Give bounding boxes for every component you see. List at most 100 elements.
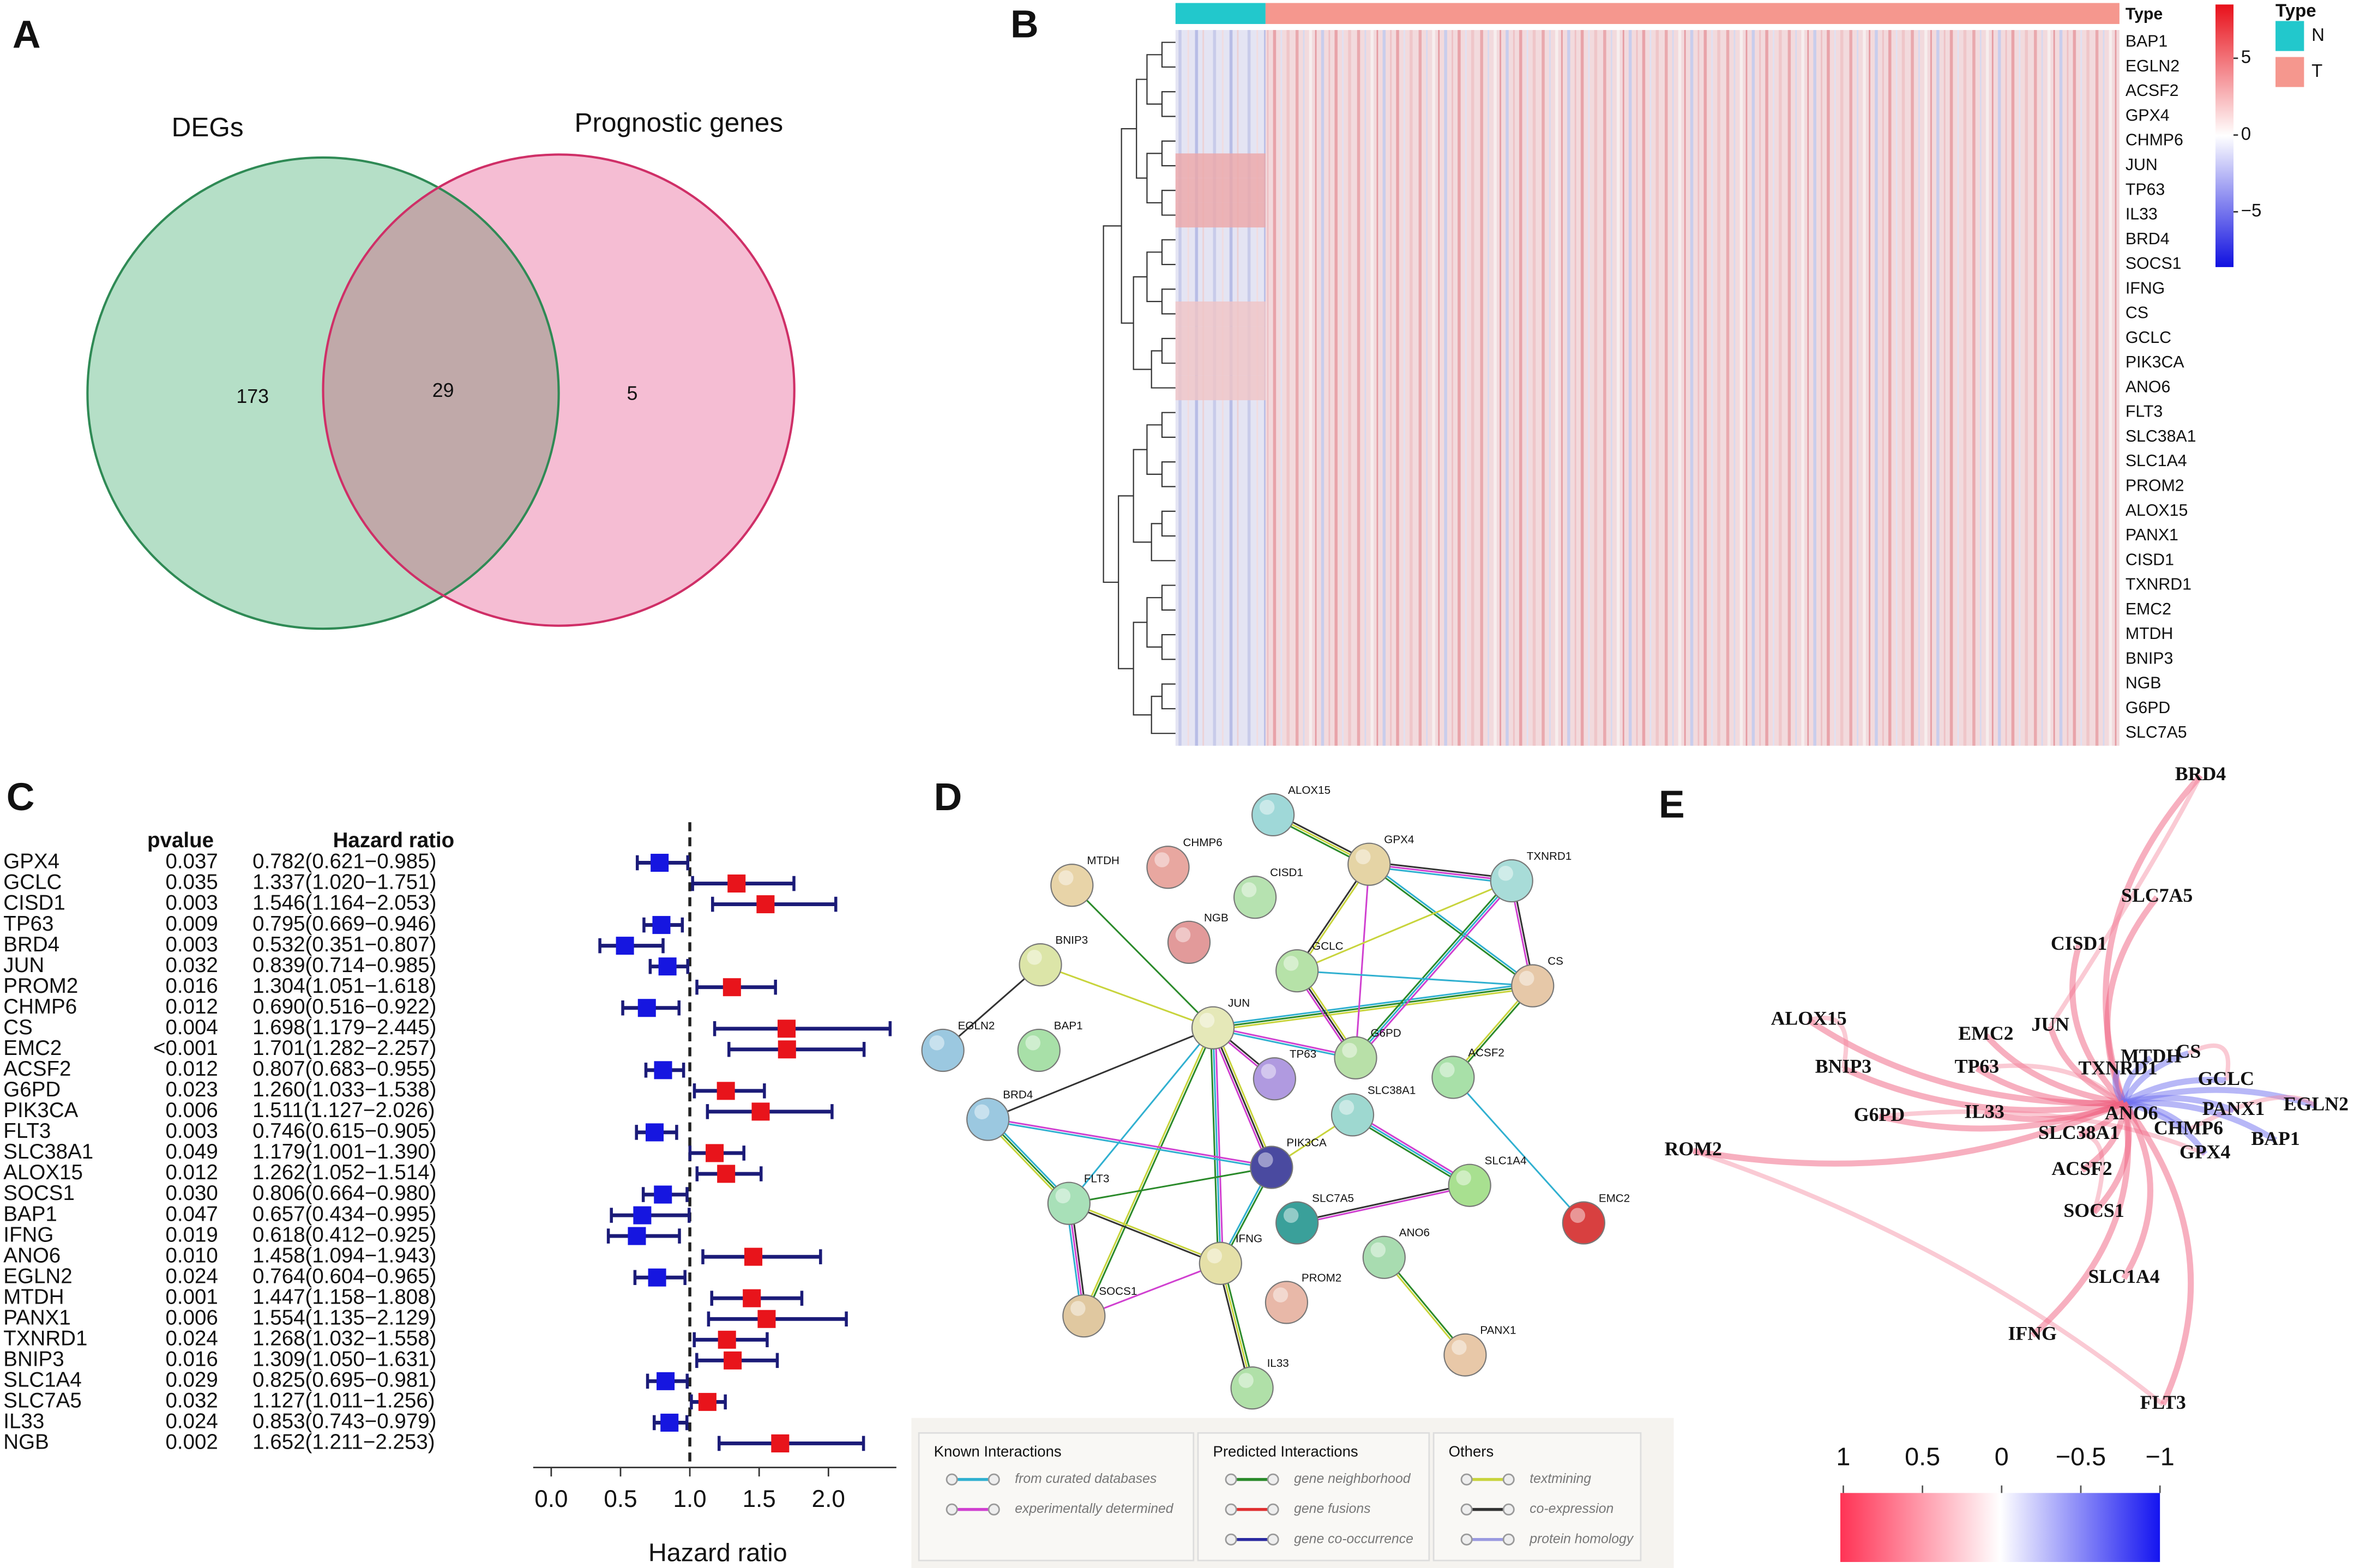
hr-label: 0.806(0.664−0.980) [252,1181,436,1205]
correlation-edge [1975,1065,2124,1107]
gene-label: ANO6 [2105,1102,2158,1124]
hr-label: 0.839(0.714−0.985) [252,954,436,977]
gene-label: JUN [2031,1014,2069,1035]
row-label: SLC38A1 [2126,427,2196,445]
pvalue: 0.019 [165,1223,218,1246]
row-label: PANX1 [2126,526,2178,544]
node-label: BAP1 [1054,1020,1083,1032]
interaction [1068,1203,1221,1265]
gene-label: CS [2176,1040,2201,1062]
dendrogram [1161,190,1176,216]
node-label: MTDH [1087,854,1119,867]
row-label: SLC1A4 [2126,452,2187,470]
interaction [1213,1026,1356,1058]
legend-swatch [2275,21,2304,51]
pvalue: 0.035 [165,871,218,894]
dendrogram [1161,41,1176,68]
gene-label: IFNG [2008,1323,2057,1344]
hr-label: 1.260(1.033−1.538) [252,1078,436,1101]
row-label: MTDH [2126,625,2173,643]
pvalue: 0.024 [165,1264,218,1288]
legend-icon [1502,1503,1515,1516]
gene-label: SOCS1 [2063,1199,2124,1221]
interaction [1351,1116,1469,1189]
hr-box [654,1185,672,1204]
node-shine [1154,852,1170,867]
interaction [1069,1166,1272,1204]
hr-label: 1.268(1.032−1.558) [252,1326,436,1350]
interaction [1369,863,1512,882]
row-label: SOCS1 [2126,255,2182,273]
node-label: FLT3 [1084,1173,1110,1185]
interaction [1354,864,1370,1058]
node-shine [1199,1012,1215,1028]
hr-label: 0.782(0.621−0.985) [252,850,436,873]
legend-icon [1267,1473,1279,1486]
venn-right-outline [322,153,796,627]
row-label: ANO6 [2126,378,2170,396]
legend-item: gene neighborhood [1294,1471,1411,1486]
node-shine [1283,956,1299,971]
row-label: IL33 [3,1410,44,1433]
gene-label: G6PD [1854,1103,1905,1125]
correlation-edge [2187,1095,2317,1132]
pvalue: 0.023 [165,1078,218,1101]
pvalue: 0.003 [165,933,218,956]
node-shine [1175,927,1191,943]
gene-label: BNIP3 [1815,1056,1871,1077]
protein-node [1167,920,1211,964]
protein-node [1050,864,1094,907]
gene-label: ROM2 [1665,1138,1722,1160]
row-label: EMC2 [3,1036,62,1060]
pvalue: 0.024 [165,1326,218,1350]
hr-box [657,1372,675,1390]
hr-box [717,1165,736,1183]
correlation-edge [2069,944,2127,1105]
node-shine [1339,1100,1354,1115]
hr-box [778,1020,796,1038]
pvalue: 0.012 [165,1161,218,1184]
hr-box [757,1310,776,1328]
hr-label: 0.795(0.669−0.946) [252,912,436,936]
row-label: ALOX15 [2126,502,2188,520]
pvalue: 0.024 [165,1410,218,1433]
row-label: CS [3,1016,33,1039]
node-shine [1258,1152,1273,1168]
pvalue: 0.032 [165,1389,218,1413]
interaction [1212,1028,1356,1060]
x-tick-label: 0.0 [534,1486,568,1512]
row-label: ACSF2 [2126,82,2179,100]
hr-box [628,1227,646,1245]
legend-icon [946,1503,958,1516]
node-shine [1261,1064,1277,1079]
node-label: GPX4 [1384,834,1414,846]
row-label: TXNRD1 [2126,576,2192,594]
pvalue: 0.032 [165,954,218,977]
protein-node [1047,1181,1091,1225]
node-label: ANO6 [1399,1227,1430,1239]
row-label: BAP1 [2126,33,2168,51]
legend-icon [1225,1533,1237,1546]
interaction [1369,861,1512,879]
interaction [1212,1028,1221,1264]
hr-label: 0.618(0.412−0.925) [252,1223,436,1246]
legend-title: Type [2275,1,2316,21]
node-label: EMC2 [1599,1192,1630,1204]
heatmap-tint [1175,326,1266,351]
colorbar-label: 1 [1836,1442,1850,1470]
pvalue: 0.037 [165,850,218,873]
row-label: BAP1 [3,1202,57,1226]
interaction [1212,1027,1273,1168]
dendrogram [1161,412,1176,438]
x-tick-label: 1.5 [743,1486,776,1512]
pvalue: 0.003 [165,1119,218,1143]
dendrogram [1161,634,1176,660]
row-label: EGLN2 [3,1264,72,1288]
dendrogram [1103,225,1122,583]
hr-label: 0.532(0.351−0.807) [252,933,436,956]
row-label: SLC38A1 [3,1140,93,1163]
row-label: PIK3CA [2126,353,2184,371]
dendrogram [1161,510,1176,537]
protein-node [966,1097,1010,1141]
correlation-edge [2121,1055,2153,1103]
